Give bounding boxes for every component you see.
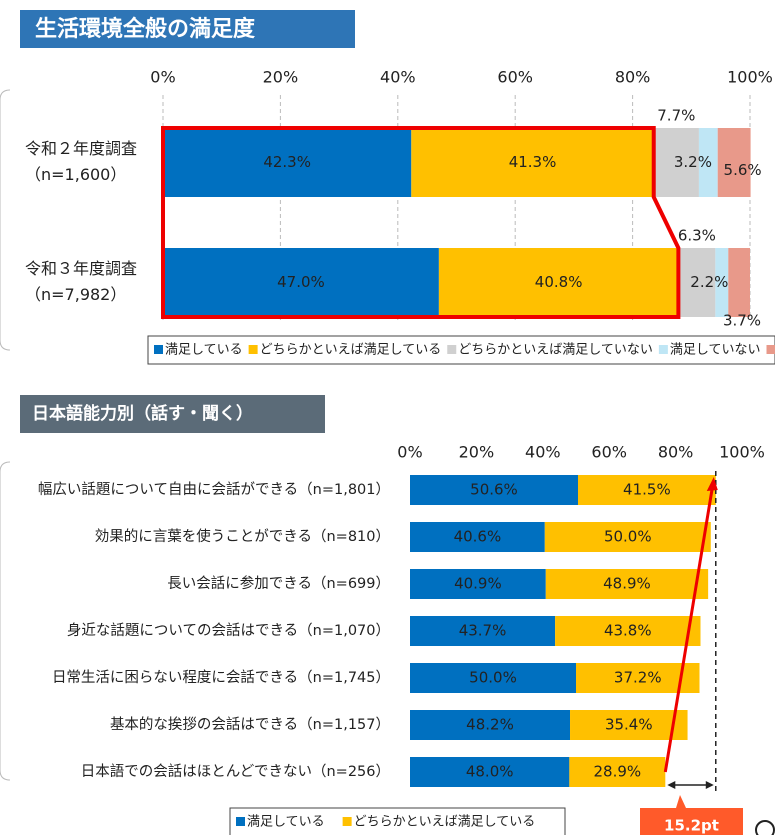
arrow-head xyxy=(706,477,718,491)
data-label: 41.3% xyxy=(509,153,557,171)
data-label: 37.2% xyxy=(614,669,662,687)
legend-swatch xyxy=(248,345,258,354)
bracket xyxy=(0,89,11,351)
annotation-box xyxy=(640,795,743,835)
icon xyxy=(755,820,775,835)
data-label: 3.2% xyxy=(674,153,712,171)
y-tick-label: 基本的な挨拶の会話はできる（n=1,157） xyxy=(110,716,390,733)
legend-label: どちらかといえば満足している xyxy=(260,343,442,358)
bar xyxy=(438,248,679,317)
chart-title: 生活環境全般の満足度 xyxy=(35,16,256,42)
bar xyxy=(717,128,751,197)
data-label: 48.0% xyxy=(466,763,514,781)
data-label: 50.0% xyxy=(469,669,517,687)
legend-label: 満足していない xyxy=(670,343,761,358)
x-tick-label: 80% xyxy=(615,68,651,87)
x-tick-label: 80% xyxy=(658,443,694,462)
legend-box xyxy=(229,807,566,835)
arrow-head xyxy=(667,781,676,789)
data-label: 41.5% xyxy=(623,481,671,499)
data-label: 6.3% xyxy=(678,227,716,245)
y-tick-label: （n=1,600） xyxy=(25,165,126,184)
y-tick-label: 幅広い話題について自由に会話ができる（n=1,801） xyxy=(38,481,390,498)
data-label: 28.9% xyxy=(594,763,642,781)
data-label: 2.2% xyxy=(690,273,728,291)
bar xyxy=(577,475,716,505)
bar xyxy=(410,522,545,552)
x-tick-label: 100% xyxy=(727,68,773,87)
chart-title: 日本語能力別（話す・聞く） xyxy=(32,403,253,424)
x-tick-label: 20% xyxy=(459,443,495,462)
highlight xyxy=(161,126,681,319)
legend-label: 満足している xyxy=(165,343,243,358)
bar xyxy=(410,710,571,740)
bar xyxy=(653,128,699,197)
x-tick-label: 0% xyxy=(397,443,422,462)
data-label: 48.2% xyxy=(466,716,514,734)
legend-swatch xyxy=(658,345,668,354)
bar xyxy=(410,569,546,599)
bar xyxy=(410,757,570,787)
data-label: 48.9% xyxy=(603,575,651,593)
legend-label: 満足している xyxy=(247,815,325,830)
annotation: 15.2pt xyxy=(664,817,719,835)
y-tick-label: 身近な話題についての会話はできる（n=1,070） xyxy=(67,622,390,639)
bar xyxy=(678,248,716,317)
x-tick-label: 20% xyxy=(263,68,299,87)
x-tick-label: 60% xyxy=(591,443,627,462)
y-tick-label: 日本語での会話はほとんどできない（n=256） xyxy=(81,763,390,780)
data-label: 40.8% xyxy=(535,273,583,291)
data-label: 40.6% xyxy=(454,528,502,546)
y-tick-label: 令和３年度調査 xyxy=(25,259,137,278)
data-label: 40.9% xyxy=(454,575,502,593)
title-box xyxy=(20,10,355,48)
legend-label: どちらかといえば満足していない xyxy=(458,343,653,358)
bar xyxy=(410,663,576,693)
bracket xyxy=(0,461,11,781)
y-tick-label: 令和２年度調査 xyxy=(25,139,137,158)
title-box xyxy=(20,395,325,433)
y-tick-label: 効果的に言葉を使うことができる（n=810） xyxy=(95,528,390,545)
bar xyxy=(410,616,556,646)
bar xyxy=(569,757,666,787)
data-label: 3.7% xyxy=(723,312,761,330)
legend-swatch xyxy=(766,345,775,354)
bar xyxy=(698,128,718,197)
x-tick-label: 0% xyxy=(150,68,175,87)
legend-swatch xyxy=(447,345,457,354)
data-label: 5.6% xyxy=(724,161,762,179)
legend-swatch xyxy=(236,817,245,826)
x-tick-label: 40% xyxy=(525,443,561,462)
bar xyxy=(163,128,412,197)
data-label: 42.3% xyxy=(263,153,311,171)
y-tick-label: 日常生活に困らない程度に会話できる（n=1,745） xyxy=(52,669,390,686)
bar xyxy=(570,710,688,740)
data-label: 47.0% xyxy=(277,273,325,291)
bar xyxy=(715,248,729,317)
data-label: 50.6% xyxy=(470,481,518,499)
bar xyxy=(728,248,750,317)
data-label: 43.7% xyxy=(459,622,507,640)
data-label: 35.4% xyxy=(605,716,653,734)
x-tick-label: 40% xyxy=(380,68,416,87)
bar xyxy=(544,522,711,552)
bar xyxy=(410,475,578,505)
bar xyxy=(411,128,654,197)
bar xyxy=(545,569,709,599)
data-label: 50.0% xyxy=(604,528,652,546)
y-tick-label: （n=7,982） xyxy=(25,285,126,304)
legend-swatch xyxy=(342,817,352,826)
legend-label: どちらかといえば満足している xyxy=(354,815,536,830)
bar xyxy=(163,248,439,317)
red-arrow xyxy=(663,484,715,773)
data-label: 43.8% xyxy=(604,622,652,640)
y-tick-label: 長い会話に参加できる（n=699） xyxy=(167,575,390,592)
x-tick-label: 60% xyxy=(497,68,533,87)
data-label: 7.7% xyxy=(657,107,695,125)
arrow-head xyxy=(705,781,714,789)
x-tick-label: 100% xyxy=(719,443,765,462)
legend-swatch xyxy=(154,345,163,354)
bar xyxy=(555,616,701,646)
